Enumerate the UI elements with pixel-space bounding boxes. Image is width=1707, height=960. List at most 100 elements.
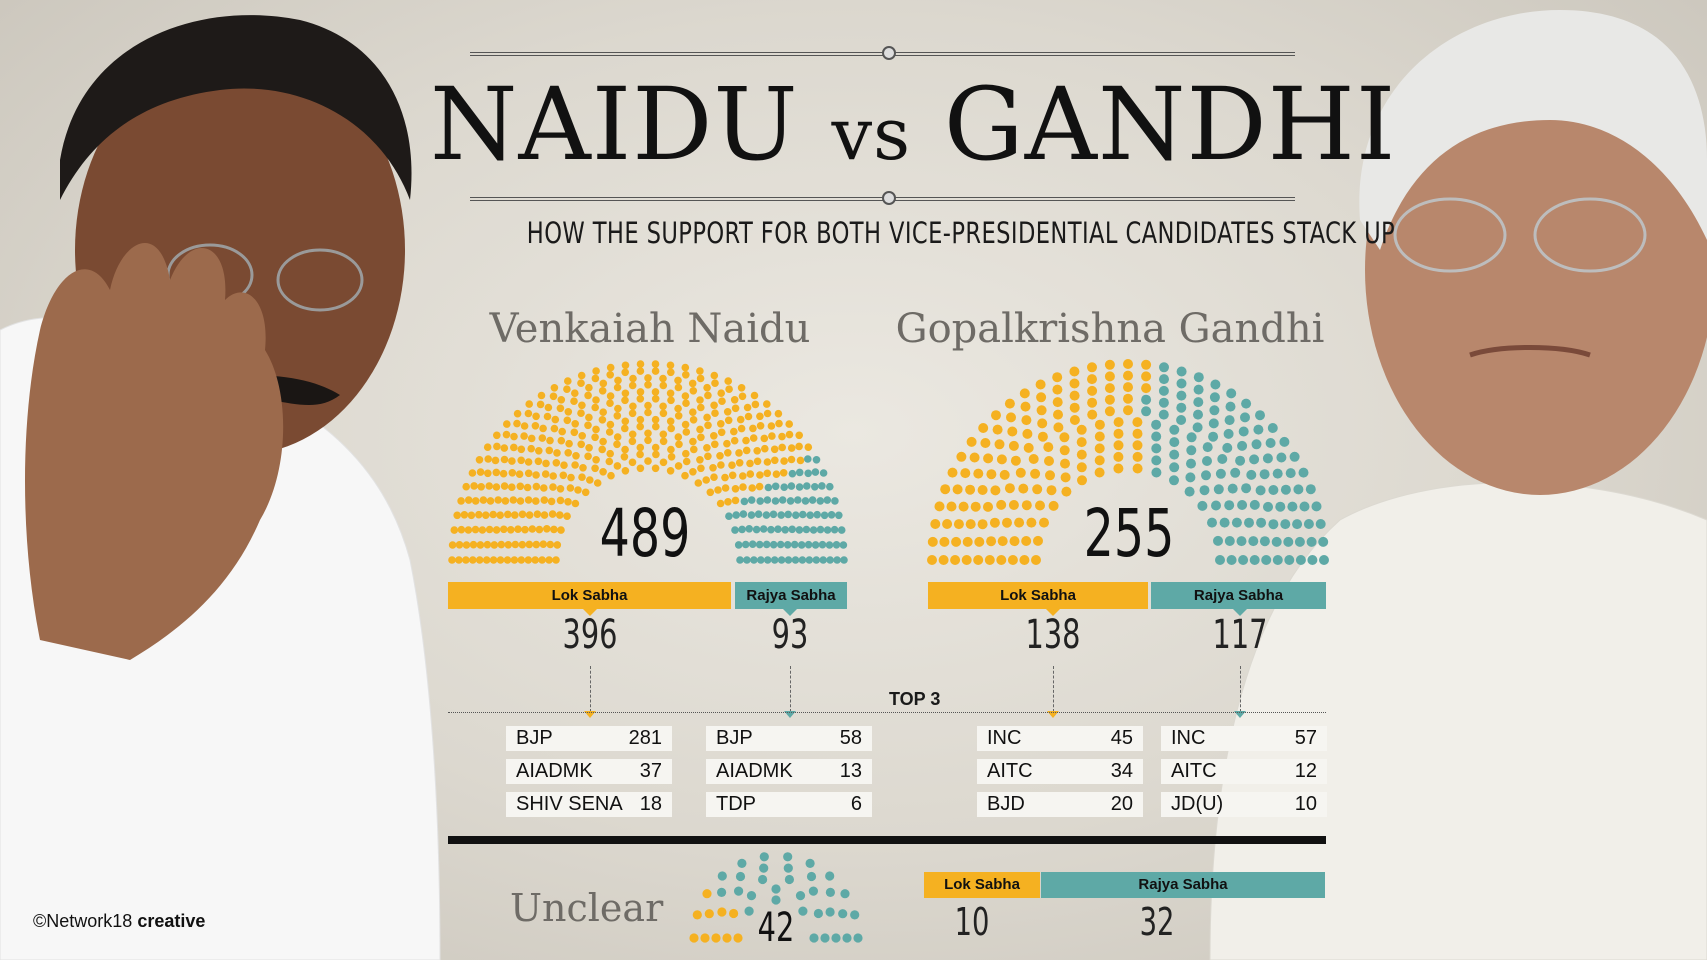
- seat-dot-lok-sabha: [956, 451, 967, 462]
- seat-dot-rajya-sabha: [1158, 409, 1169, 420]
- seat-dot-lok-sabha: [1019, 555, 1030, 565]
- seat-dot-lok-sabha: [550, 525, 558, 534]
- seat-dot-lok-sabha: [502, 430, 511, 439]
- seat-dot-lok-sabha: [716, 452, 724, 460]
- seat-dot-rajya-sabha: [759, 852, 769, 862]
- seat-dot-rajya-sabha: [788, 469, 797, 478]
- seat-dot-rajya-sabha: [771, 895, 781, 905]
- seat-dot-lok-sabha: [1021, 415, 1032, 426]
- seat-dot-lok-sabha: [1123, 393, 1133, 404]
- seat-dot-lok-sabha: [489, 510, 497, 519]
- gandhi-lok-sabha-count: 138: [1025, 612, 1081, 658]
- seat-dot-lok-sabha: [1069, 378, 1080, 389]
- seat-dot-rajya-sabha: [778, 496, 787, 504]
- seat-dot-lok-sabha: [540, 484, 548, 492]
- seat-dot-lok-sabha: [621, 389, 630, 398]
- seat-dot-rajya-sabha: [1315, 519, 1326, 529]
- seat-dot-lok-sabha: [666, 417, 675, 426]
- seat-dot-lok-sabha: [953, 519, 964, 530]
- seat-dot-lok-sabha: [524, 469, 533, 478]
- seat-dot-lok-sabha: [711, 933, 721, 943]
- seat-dot-lok-sabha: [1094, 443, 1105, 454]
- seat-dot-lok-sabha: [532, 540, 541, 549]
- seat-dot-lok-sabha: [652, 450, 660, 459]
- seat-dot-lok-sabha: [636, 367, 645, 375]
- seat-dot-rajya-sabha: [1226, 388, 1237, 399]
- seat-dot-lok-sabha: [681, 392, 690, 400]
- seat-dot-lok-sabha: [523, 483, 532, 492]
- seat-dot-lok-sabha: [514, 525, 522, 533]
- seat-dot-rajya-sabha: [1289, 451, 1300, 462]
- seat-dot-lok-sabha: [571, 499, 580, 508]
- seat-dot-rajya-sabha: [1276, 452, 1287, 463]
- seat-dot-lok-sabha: [742, 446, 751, 455]
- seat-dot-lok-sabha: [567, 473, 575, 482]
- seat-dot-lok-sabha: [706, 488, 715, 497]
- seat-dot-lok-sabha: [659, 409, 668, 418]
- seat-dot-lok-sabha: [688, 379, 697, 388]
- seat-dot-lok-sabha: [1123, 382, 1133, 393]
- page-title: NAIDU vs GANDHI: [430, 70, 1395, 189]
- seat-dot-lok-sabha: [652, 422, 660, 431]
- seat-dot-lok-sabha: [527, 444, 535, 453]
- seat-dot-lok-sabha: [516, 482, 525, 491]
- seat-dot-lok-sabha: [785, 430, 794, 439]
- seat-dot-rajya-sabha: [747, 496, 756, 504]
- seat-dot-lok-sabha: [1104, 394, 1115, 405]
- seat-dot-lok-sabha: [1044, 456, 1054, 466]
- seat-dot-rajya-sabha: [763, 496, 772, 504]
- seat-dot-lok-sabha: [489, 556, 498, 564]
- seat-dot-lok-sabha: [717, 428, 726, 437]
- seat-dot-lok-sabha: [735, 449, 743, 457]
- seat-dot-rajya-sabha: [1283, 536, 1294, 547]
- seat-dot-rajya-sabha: [762, 511, 771, 519]
- seat-dot-lok-sabha: [484, 469, 492, 478]
- seat-dot-lok-sabha: [534, 457, 543, 466]
- seat-dot-rajya-sabha: [826, 482, 834, 491]
- title-right: GANDHI: [943, 66, 1397, 183]
- seat-dot-lok-sabha: [620, 453, 629, 461]
- seat-dot-lok-sabha: [636, 415, 645, 424]
- seat-dot-rajya-sabha: [1311, 501, 1322, 512]
- seat-dot-lok-sabha: [556, 496, 565, 505]
- seat-dot-lok-sabha: [538, 434, 547, 442]
- seat-dot-lok-sabha: [651, 395, 660, 403]
- seat-dot-lok-sabha: [556, 511, 564, 519]
- seat-dot-lok-sabha: [521, 525, 529, 534]
- seat-dot-rajya-sabha: [1285, 468, 1296, 479]
- seat-dot-lok-sabha: [525, 511, 534, 519]
- seat-dot-lok-sabha: [1113, 417, 1124, 428]
- seat-dot-rajya-sabha: [1213, 484, 1224, 495]
- seat-dot-lok-sabha: [455, 541, 464, 549]
- seat-dot-lok-sabha: [504, 541, 513, 549]
- seat-dot-lok-sabha: [558, 427, 566, 436]
- seat-dot-rajya-sabha: [1185, 472, 1196, 483]
- seat-dot-lok-sabha: [682, 449, 690, 458]
- seat-dot-lok-sabha: [500, 482, 509, 490]
- seat-dot-lok-sabha: [980, 438, 991, 448]
- seat-dot-rajya-sabha: [1193, 409, 1203, 420]
- seat-dot-lok-sabha: [578, 401, 586, 410]
- seat-dot-lok-sabha: [564, 377, 572, 385]
- seat-dot-rajya-sabha: [786, 497, 795, 505]
- seat-dot-lok-sabha: [1043, 442, 1054, 453]
- seat-dot-rajya-sabha: [1224, 415, 1235, 426]
- seat-dot-lok-sabha: [475, 456, 484, 464]
- seat-dot-lok-sabha: [548, 510, 557, 518]
- seat-dot-lok-sabha: [731, 485, 740, 493]
- seat-dot-lok-sabha: [667, 424, 675, 433]
- seat-dot-lok-sabha: [547, 497, 556, 506]
- seat-dot-lok-sabha: [962, 536, 973, 547]
- seat-dot-lok-sabha: [724, 449, 732, 457]
- seat-dot-lok-sabha: [1087, 385, 1098, 396]
- naidu-rajya-sabha-count: 93: [771, 612, 809, 658]
- seat-dot-lok-sabha: [651, 367, 660, 375]
- seat-dot-lok-sabha: [553, 541, 562, 549]
- seat-dot-lok-sabha: [578, 432, 586, 440]
- seat-dot-lok-sabha: [1087, 397, 1098, 408]
- seat-dot-lok-sabha: [651, 464, 660, 473]
- seat-dot-lok-sabha: [969, 452, 980, 463]
- seat-dot-lok-sabha: [696, 425, 704, 434]
- seat-dot-lok-sabha: [1052, 372, 1063, 383]
